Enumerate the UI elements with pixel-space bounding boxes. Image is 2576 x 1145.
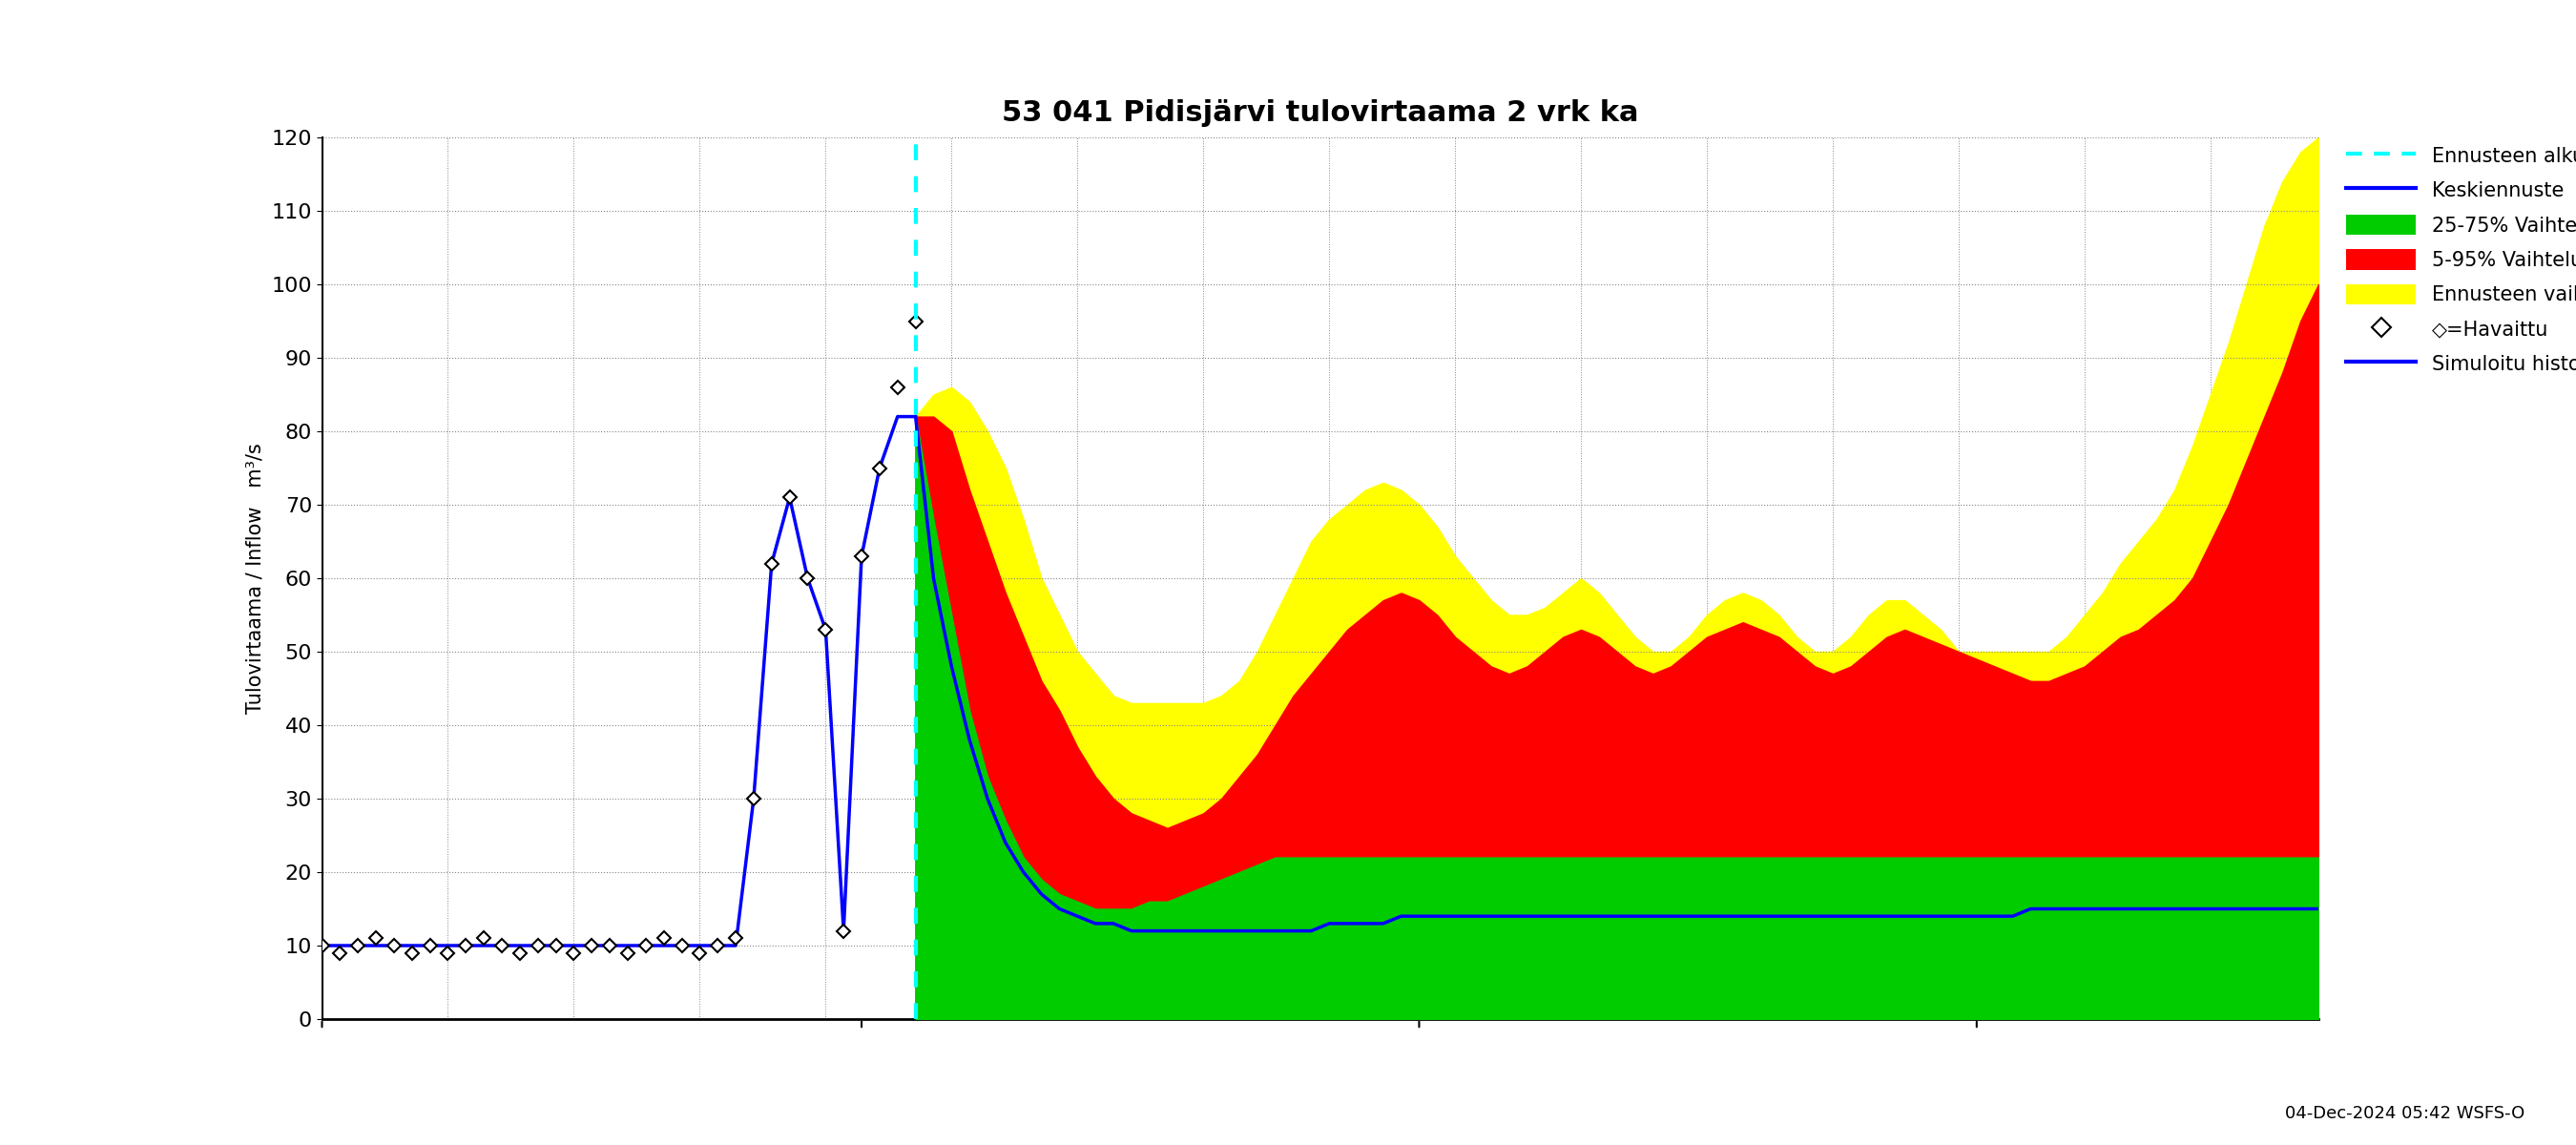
Y-axis label: Tulovirtaama / Inflow   m³/s: Tulovirtaama / Inflow m³/s xyxy=(245,443,265,713)
Title: 53 041 Pidisjärvi tulovirtaama 2 vrk ka: 53 041 Pidisjärvi tulovirtaama 2 vrk ka xyxy=(1002,100,1638,127)
Legend: Ennusteen alku, Keskiennuste, 25-75% Vaihteluväli, 5-95% Vaihteluväli, Ennusteen: Ennusteen alku, Keskiennuste, 25-75% Vai… xyxy=(2339,137,2576,381)
Text: 04-Dec-2024 05:42 WSFS-O: 04-Dec-2024 05:42 WSFS-O xyxy=(2285,1105,2524,1122)
